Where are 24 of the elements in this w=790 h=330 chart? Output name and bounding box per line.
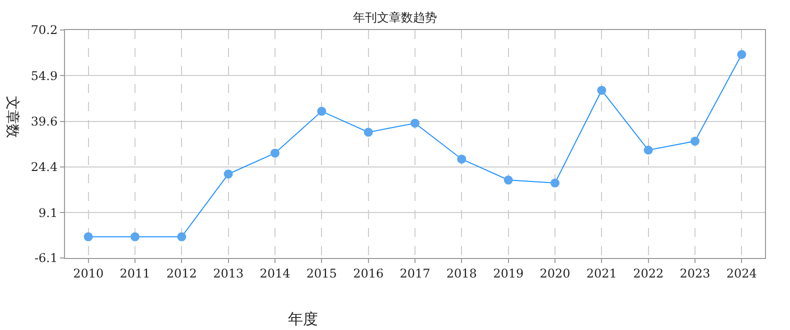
x-tick-label: 2010 [73, 266, 104, 280]
x-tick-label: 2022 [633, 266, 664, 280]
x-tick-label: 2013 [213, 266, 244, 280]
y-tick-label: 9.1 [38, 206, 58, 220]
x-tick-label: 2018 [446, 266, 477, 280]
x-tick-label: 2016 [353, 266, 384, 280]
x-tick-label: 2014 [260, 266, 291, 280]
y-tick-label: 70.2 [30, 23, 58, 38]
x-axis-title: 年度 [288, 310, 318, 328]
x-tick-label: 2012 [166, 266, 197, 280]
y-tick-label: 24.4 [30, 160, 58, 174]
x-tick-label: 2021 [586, 266, 617, 280]
x-tick-label: 2023 [680, 266, 710, 280]
y-tick-label: 39.6 [30, 114, 58, 129]
y-tick-label: 54.9 [30, 68, 58, 83]
x-tick-label: 2015 [306, 266, 337, 280]
x-tick-label: 2020 [540, 266, 570, 280]
y-axis-title: 文章数 [4, 96, 20, 138]
x-tick-label: 2019 [493, 266, 524, 280]
chart-title: 年刊文章数趋势 [353, 10, 437, 25]
x-tick-label: 2017 [400, 266, 430, 280]
x-tick-label: 2024 [726, 266, 758, 280]
x-tick-label: 2011 [120, 266, 150, 280]
y-tick-label: -6.1 [34, 251, 58, 266]
